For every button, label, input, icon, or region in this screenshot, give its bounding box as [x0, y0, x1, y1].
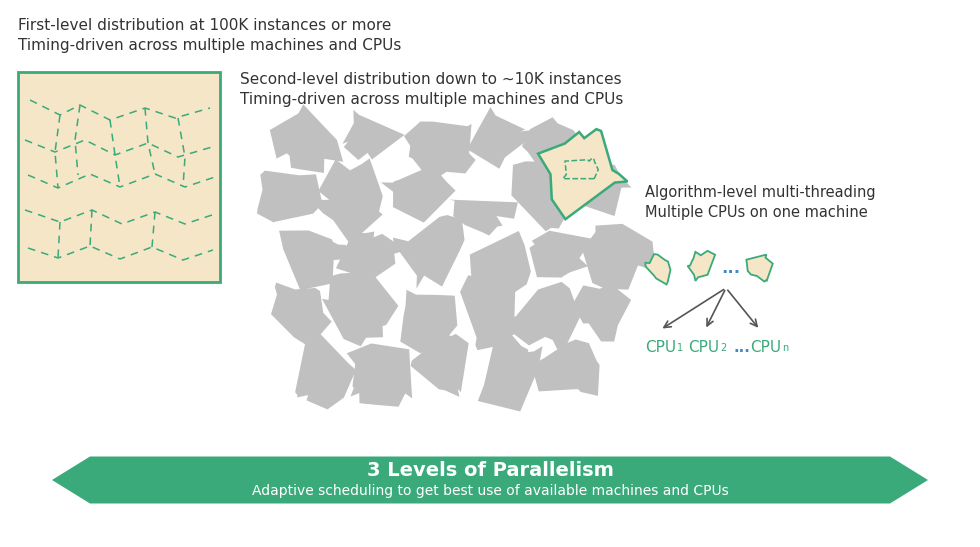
Polygon shape: [512, 161, 574, 231]
Polygon shape: [257, 171, 322, 223]
Polygon shape: [411, 334, 468, 397]
Polygon shape: [381, 159, 456, 223]
Polygon shape: [400, 290, 458, 353]
Polygon shape: [529, 231, 592, 277]
Text: CPU: CPU: [645, 340, 676, 355]
Polygon shape: [295, 331, 356, 409]
Text: ...: ...: [721, 259, 741, 277]
Polygon shape: [522, 117, 581, 187]
Polygon shape: [469, 231, 531, 293]
Polygon shape: [572, 283, 631, 341]
Polygon shape: [467, 107, 535, 169]
Polygon shape: [570, 164, 631, 216]
Polygon shape: [393, 215, 465, 289]
Polygon shape: [271, 283, 331, 347]
Polygon shape: [322, 272, 399, 346]
Polygon shape: [514, 282, 580, 349]
Polygon shape: [460, 275, 525, 350]
Text: Algorithm-level multi-threading: Algorithm-level multi-threading: [645, 185, 875, 200]
Text: 3 Levels of Parallelism: 3 Levels of Parallelism: [367, 462, 613, 480]
Polygon shape: [582, 224, 655, 290]
Polygon shape: [52, 457, 928, 503]
Text: CPU: CPU: [750, 340, 781, 355]
Polygon shape: [538, 129, 627, 219]
Polygon shape: [279, 230, 351, 294]
Polygon shape: [404, 121, 475, 182]
Text: 2: 2: [720, 343, 726, 353]
Polygon shape: [747, 254, 773, 282]
Polygon shape: [688, 251, 715, 281]
Text: Timing-driven across multiple machines and CPUs: Timing-driven across multiple machines a…: [18, 38, 402, 53]
Polygon shape: [478, 330, 543, 411]
Polygon shape: [646, 254, 670, 284]
Text: Second-level distribution down to ~10K instances: Second-level distribution down to ~10K i…: [240, 72, 621, 87]
Text: CPU: CPU: [688, 340, 719, 355]
Text: Adaptive scheduling to get best use of available machines and CPUs: Adaptive scheduling to get best use of a…: [252, 484, 728, 498]
Polygon shape: [270, 104, 343, 173]
Polygon shape: [336, 231, 407, 280]
Polygon shape: [347, 344, 413, 407]
Polygon shape: [311, 159, 383, 244]
Text: ...: ...: [733, 340, 750, 355]
Text: n: n: [782, 343, 788, 353]
Polygon shape: [531, 340, 600, 396]
Bar: [18, 72, 220, 282]
Text: Multiple CPUs on one machine: Multiple CPUs on one machine: [645, 205, 867, 220]
Polygon shape: [449, 200, 517, 236]
Polygon shape: [342, 110, 405, 160]
Text: Timing-driven across multiple machines and CPUs: Timing-driven across multiple machines a…: [240, 92, 623, 107]
Text: First-level distribution at 100K instances or more: First-level distribution at 100K instanc…: [18, 18, 391, 33]
Text: 1: 1: [677, 343, 683, 353]
